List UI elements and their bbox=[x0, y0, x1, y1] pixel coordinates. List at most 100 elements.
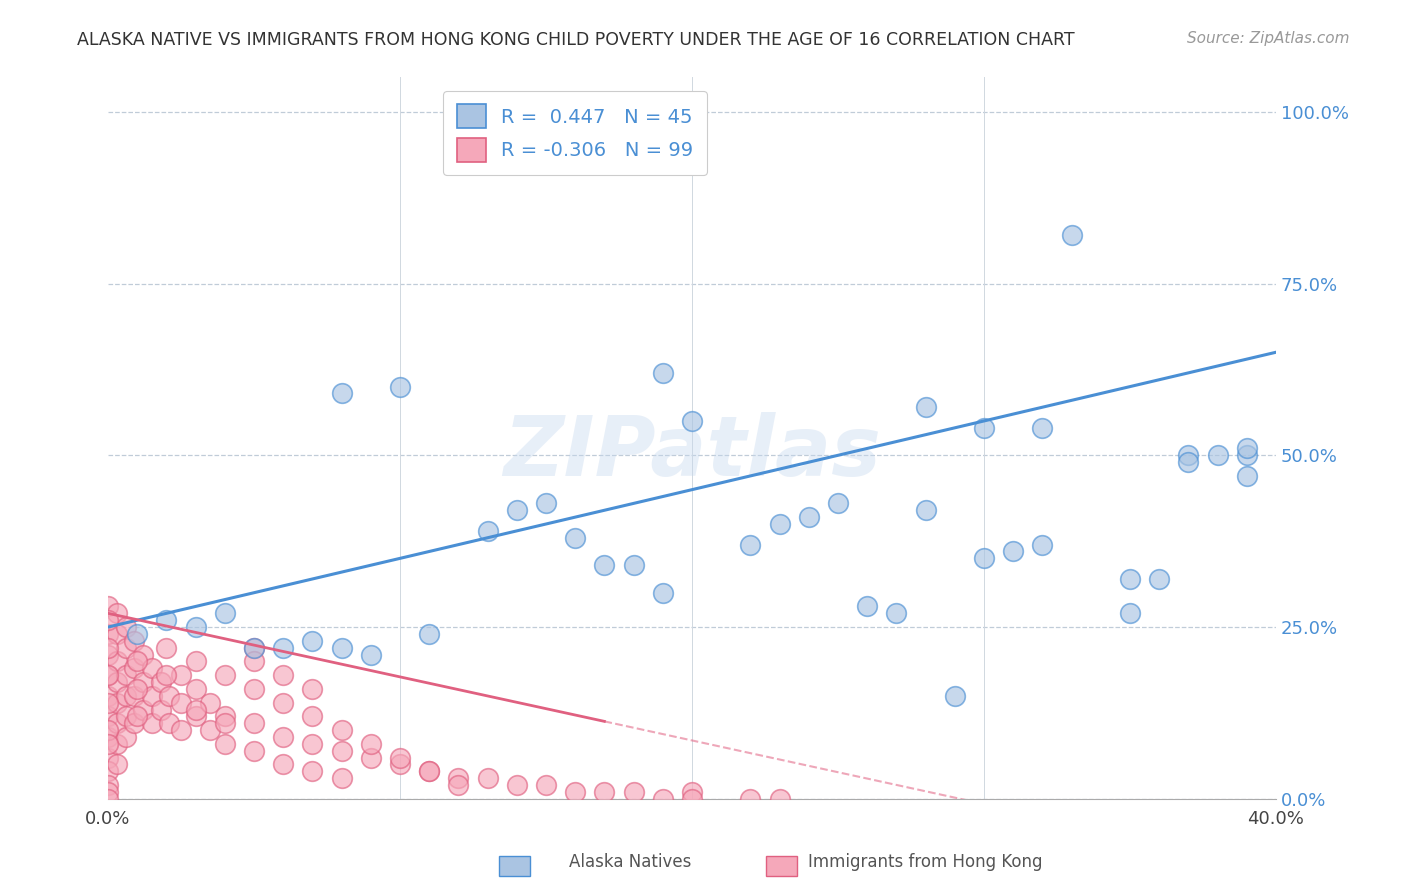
Point bbox=[105, 737, 128, 751]
Point bbox=[681, 792, 703, 806]
Point bbox=[127, 709, 149, 723]
Point bbox=[827, 496, 849, 510]
Point bbox=[243, 744, 266, 758]
Point bbox=[651, 792, 673, 806]
Point bbox=[856, 599, 879, 614]
Point bbox=[97, 696, 120, 710]
Text: Source: ZipAtlas.com: Source: ZipAtlas.com bbox=[1187, 31, 1350, 46]
Point bbox=[97, 640, 120, 655]
Point bbox=[105, 716, 128, 731]
Point bbox=[768, 516, 790, 531]
Point bbox=[506, 778, 529, 792]
Point bbox=[360, 648, 382, 662]
Point bbox=[271, 640, 294, 655]
Point bbox=[97, 689, 120, 703]
Point bbox=[418, 627, 440, 641]
Point bbox=[243, 655, 266, 669]
Point bbox=[506, 503, 529, 517]
Point bbox=[155, 668, 177, 682]
Point bbox=[170, 723, 193, 738]
Point bbox=[1236, 448, 1258, 462]
Point bbox=[681, 785, 703, 799]
Point bbox=[184, 681, 207, 696]
Point bbox=[301, 633, 323, 648]
Point bbox=[127, 655, 149, 669]
Point bbox=[132, 675, 155, 690]
Point bbox=[1177, 448, 1199, 462]
Point bbox=[127, 681, 149, 696]
Point bbox=[271, 757, 294, 772]
Point bbox=[914, 401, 936, 415]
Point bbox=[114, 709, 136, 723]
Point bbox=[271, 696, 294, 710]
Point bbox=[886, 607, 908, 621]
Point bbox=[184, 655, 207, 669]
Point bbox=[388, 379, 411, 393]
Point bbox=[198, 723, 221, 738]
Point bbox=[97, 778, 120, 792]
Point bbox=[1236, 469, 1258, 483]
Point bbox=[184, 702, 207, 716]
Point bbox=[114, 640, 136, 655]
Point bbox=[132, 648, 155, 662]
Point bbox=[97, 709, 120, 723]
Point bbox=[97, 668, 120, 682]
Point bbox=[797, 510, 820, 524]
Point bbox=[681, 414, 703, 428]
Point bbox=[301, 681, 323, 696]
Point bbox=[97, 648, 120, 662]
Text: Alaska Natives: Alaska Natives bbox=[569, 854, 692, 871]
Point bbox=[330, 744, 353, 758]
Point bbox=[184, 620, 207, 634]
Point bbox=[114, 689, 136, 703]
Point bbox=[105, 607, 128, 621]
Point bbox=[149, 702, 172, 716]
Point bbox=[97, 750, 120, 764]
Point bbox=[330, 723, 353, 738]
Point bbox=[105, 655, 128, 669]
Point bbox=[447, 771, 470, 785]
Point bbox=[973, 421, 995, 435]
Point bbox=[114, 730, 136, 744]
Point bbox=[1147, 572, 1170, 586]
Point bbox=[593, 558, 616, 573]
Point bbox=[973, 551, 995, 566]
Point bbox=[1031, 421, 1053, 435]
Point bbox=[1119, 607, 1142, 621]
Point bbox=[214, 607, 236, 621]
Point bbox=[243, 681, 266, 696]
Point bbox=[157, 716, 180, 731]
Point bbox=[105, 675, 128, 690]
Point bbox=[122, 689, 145, 703]
Point bbox=[593, 785, 616, 799]
Point bbox=[564, 531, 586, 545]
Point bbox=[740, 538, 762, 552]
Point bbox=[97, 613, 120, 627]
Point bbox=[477, 771, 499, 785]
Legend: R =  0.447   N = 45, R = -0.306   N = 99: R = 0.447 N = 45, R = -0.306 N = 99 bbox=[443, 91, 707, 175]
Point bbox=[330, 640, 353, 655]
Point bbox=[360, 737, 382, 751]
Point bbox=[97, 792, 120, 806]
Point bbox=[141, 716, 163, 731]
Point bbox=[301, 737, 323, 751]
Point bbox=[330, 771, 353, 785]
Point bbox=[623, 785, 645, 799]
Point bbox=[418, 764, 440, 779]
Point bbox=[155, 640, 177, 655]
Point bbox=[97, 764, 120, 779]
Point bbox=[564, 785, 586, 799]
Point bbox=[97, 723, 120, 738]
Point bbox=[388, 757, 411, 772]
Point bbox=[623, 558, 645, 573]
Point bbox=[534, 778, 557, 792]
Point bbox=[271, 730, 294, 744]
Point bbox=[132, 702, 155, 716]
Point bbox=[198, 696, 221, 710]
Point bbox=[127, 627, 149, 641]
Point bbox=[97, 627, 120, 641]
Point bbox=[157, 689, 180, 703]
Point bbox=[301, 709, 323, 723]
Point bbox=[149, 675, 172, 690]
Point bbox=[141, 689, 163, 703]
